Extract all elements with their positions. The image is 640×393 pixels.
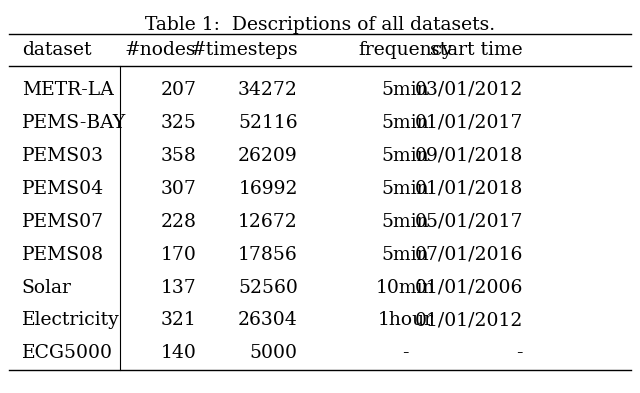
Text: 01/01/2017: 01/01/2017	[415, 114, 523, 132]
Text: 34272: 34272	[238, 81, 298, 99]
Text: #nodes: #nodes	[125, 41, 196, 59]
Text: frequency: frequency	[358, 41, 453, 59]
Text: 01/01/2006: 01/01/2006	[415, 279, 523, 297]
Text: 307: 307	[161, 180, 196, 198]
Text: -: -	[516, 344, 523, 362]
Text: 05/01/2017: 05/01/2017	[415, 213, 523, 231]
Text: 16992: 16992	[238, 180, 298, 198]
Text: Electricity: Electricity	[22, 312, 120, 329]
Text: 207: 207	[160, 81, 196, 99]
Text: dataset: dataset	[22, 41, 92, 59]
Text: 5000: 5000	[250, 344, 298, 362]
Text: 1hour: 1hour	[378, 312, 434, 329]
Text: 358: 358	[161, 147, 196, 165]
Text: METR-LA: METR-LA	[22, 81, 113, 99]
Text: 26304: 26304	[238, 312, 298, 329]
Text: 5min: 5min	[382, 180, 429, 198]
Text: 52560: 52560	[238, 279, 298, 297]
Text: 170: 170	[161, 246, 196, 264]
Text: 01/01/2012: 01/01/2012	[415, 312, 523, 329]
Text: PEMS-BAY: PEMS-BAY	[22, 114, 126, 132]
Text: Table 1:  Descriptions of all datasets.: Table 1: Descriptions of all datasets.	[145, 17, 495, 34]
Text: 26209: 26209	[238, 147, 298, 165]
Text: ECG5000: ECG5000	[22, 344, 113, 362]
Text: 5min: 5min	[382, 114, 429, 132]
Text: PEMS03: PEMS03	[22, 147, 104, 165]
Text: 01/01/2018: 01/01/2018	[415, 180, 523, 198]
Text: 17856: 17856	[238, 246, 298, 264]
Text: 321: 321	[161, 312, 196, 329]
Text: 228: 228	[160, 213, 196, 231]
Text: PEMS04: PEMS04	[22, 180, 104, 198]
Text: Solar: Solar	[22, 279, 72, 297]
Text: #timesteps: #timesteps	[190, 41, 298, 59]
Text: start time: start time	[430, 41, 523, 59]
Text: 12672: 12672	[238, 213, 298, 231]
Text: 5min: 5min	[382, 147, 429, 165]
Text: -: -	[403, 344, 409, 362]
Text: 10min: 10min	[376, 279, 435, 297]
Text: 137: 137	[161, 279, 196, 297]
Text: 52116: 52116	[238, 114, 298, 132]
Text: PEMS08: PEMS08	[22, 246, 104, 264]
Text: 09/01/2018: 09/01/2018	[415, 147, 523, 165]
Text: 140: 140	[161, 344, 196, 362]
Text: 03/01/2012: 03/01/2012	[415, 81, 523, 99]
Text: 5min: 5min	[382, 213, 429, 231]
Text: 325: 325	[161, 114, 196, 132]
Text: 5min: 5min	[382, 246, 429, 264]
Text: PEMS07: PEMS07	[22, 213, 104, 231]
Text: 07/01/2016: 07/01/2016	[415, 246, 523, 264]
Text: 5min: 5min	[382, 81, 429, 99]
